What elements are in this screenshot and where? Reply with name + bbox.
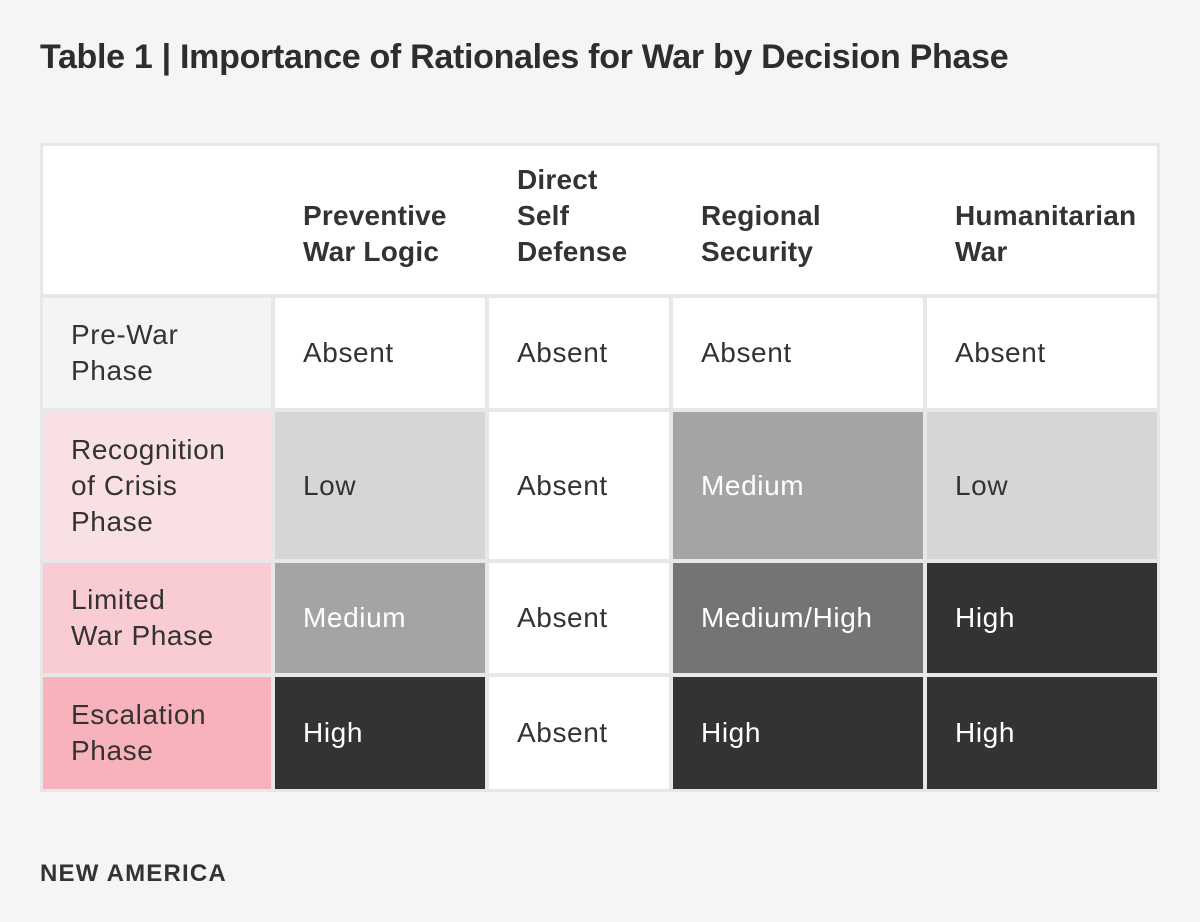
table-cell: Medium [673, 412, 923, 560]
table-cell: Absent [489, 677, 669, 790]
table-body: Pre-War Phase Absent Absent Absent Absent Rec… [43, 298, 1157, 790]
table-cell: Medium/High [673, 563, 923, 674]
table-row: Recognition of Crisis Phase Low Absent Medi… [43, 412, 1157, 560]
table-cell: Low [275, 412, 485, 560]
row-label: Pre-War Phase [43, 298, 271, 409]
table-title: Table 1 | Importance of Rationales for W… [40, 38, 1009, 76]
table-cell: Absent [489, 412, 669, 560]
brand-logo: NEW AMERICA [40, 860, 227, 888]
table-header-row: Preventive War Logic Direct Self Defense… [43, 146, 1157, 295]
column-header-humanitarian-war: Humanitarian War [955, 200, 1137, 268]
table-row: Limited War Phase Medium Absent Medium/High… [43, 563, 1157, 674]
table-cell: Absent [673, 298, 923, 409]
column-header-blank [43, 146, 271, 294]
table-cell: High [927, 677, 1157, 790]
rationales-table: Preventive War Logic Direct Self Defense… [40, 143, 1160, 793]
table-cell: Absent [927, 298, 1157, 409]
row-label: Recognition of Crisis Phase [43, 412, 271, 560]
table-row: Pre-War Phase Absent Absent Absent Absent [43, 298, 1157, 409]
column-header-direct-self-defense: Direct Self Defense [517, 164, 628, 268]
row-label: Escalation Phase [43, 677, 271, 790]
table-cell: Absent [489, 563, 669, 674]
table-cell: Absent [489, 298, 669, 409]
table-cell: High [927, 563, 1157, 674]
table-cell: Medium [275, 563, 485, 674]
table-cell: High [275, 677, 485, 790]
table-cell: Absent [275, 298, 485, 409]
column-header-preventive-war-logic: Preventive War Logic [303, 200, 447, 268]
table-cell: High [673, 677, 923, 790]
column-header-regional-security: Regional Security [701, 200, 821, 268]
row-label: Limited War Phase [43, 563, 271, 674]
table-row: Escalation Phase High Absent High High [43, 677, 1157, 790]
table-cell: Low [927, 412, 1157, 560]
